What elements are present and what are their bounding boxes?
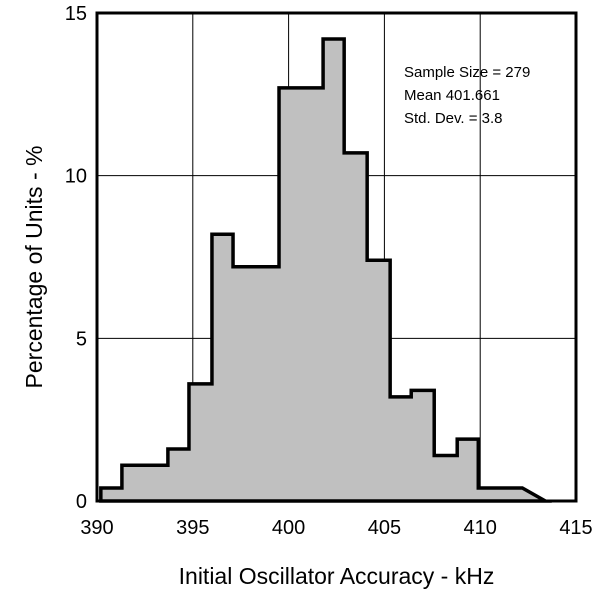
x-tick-label: 395 (176, 517, 209, 539)
stats-annotation-line: Std. Dev. = 3.8 (404, 110, 503, 127)
histogram-steps (99, 37, 552, 503)
x-tick-labels: 390 395 400 405 410 415 (80, 517, 592, 539)
x-axis-label: Initial Oscillator Accuracy - kHz (179, 563, 495, 589)
stats-annotation-line: Sample Size = 279 (404, 64, 530, 81)
stats-annotation: Sample Size = 279 Mean 401.661 Std. Dev. =… (404, 64, 530, 127)
y-tick-label: 15 (65, 3, 87, 25)
x-tick-label: 410 (464, 517, 497, 539)
x-tick-label: 400 (272, 517, 305, 539)
plot-frame (95, 11, 578, 503)
y-tick-label: 5 (76, 328, 87, 350)
stats-annotation-line: Mean 401.661 (404, 87, 500, 104)
y-tick-label: 10 (65, 166, 87, 188)
y-axis-label: Percentage of Units - % (21, 146, 47, 389)
x-tick-label: 390 (80, 517, 113, 539)
x-tick-label: 405 (368, 517, 401, 539)
y-tick-labels: 0 5 10 15 (65, 3, 87, 513)
y-tick-label: 0 (76, 491, 87, 513)
x-tick-label: 415 (559, 517, 592, 539)
